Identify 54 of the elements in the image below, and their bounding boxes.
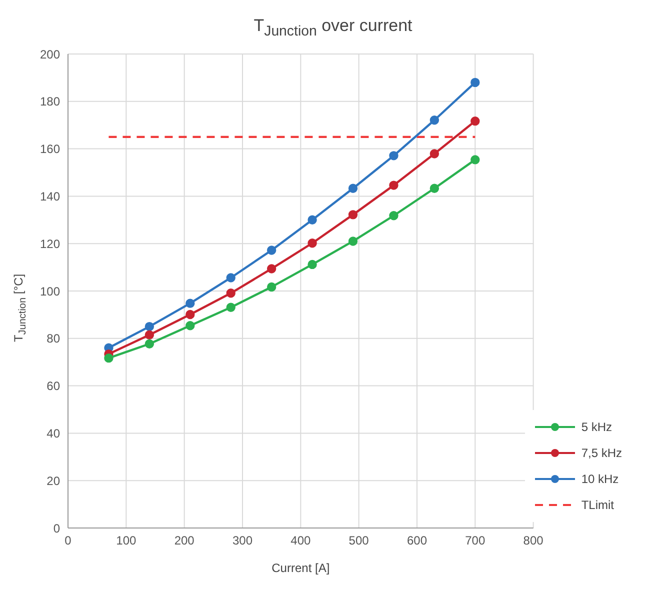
point <box>186 321 195 330</box>
point <box>348 236 358 246</box>
y-tick-label: 0 <box>53 521 60 536</box>
x-tick-label: 400 <box>290 534 311 548</box>
point <box>266 264 276 274</box>
y-tick-label: 40 <box>46 426 60 440</box>
point <box>430 116 440 125</box>
point <box>430 184 440 193</box>
y-tick-label: 100 <box>40 284 60 298</box>
point <box>308 260 317 270</box>
point <box>144 330 154 340</box>
x-tick-label: 0 <box>64 534 72 548</box>
point <box>470 78 480 88</box>
point <box>226 288 236 298</box>
point <box>186 298 195 308</box>
y-tick-label: 60 <box>46 379 60 394</box>
x-axis-title: Current [A] <box>272 561 330 575</box>
x-tick-label: 700 <box>465 534 486 548</box>
y-tick-label: 140 <box>40 189 60 204</box>
x-tick-label: 200 <box>174 534 195 548</box>
x-tick-label: 300 <box>232 534 253 548</box>
point <box>389 180 398 190</box>
y-tick-label: 120 <box>40 236 60 251</box>
point <box>266 246 276 255</box>
legend-label: 7,5 kHz <box>581 446 622 460</box>
point <box>104 353 114 363</box>
point <box>308 238 317 248</box>
point <box>226 302 236 312</box>
point <box>470 155 480 164</box>
point <box>348 210 358 220</box>
x-tick-label: 800 <box>523 534 544 548</box>
point <box>144 322 154 332</box>
point <box>144 339 154 348</box>
point <box>389 211 398 220</box>
y-tick-label: 20 <box>46 474 60 488</box>
point <box>348 184 358 193</box>
y-tick-label: 180 <box>40 94 60 109</box>
legend-label: 10 kHz <box>581 472 619 486</box>
x-tick-label: 600 <box>406 534 428 548</box>
y-tick-label: 160 <box>40 142 60 156</box>
x-tick-label: 100 <box>116 534 136 548</box>
chart-title: T$_{Junction}$ over current <box>252 15 414 42</box>
y-tick-label: 80 <box>46 332 60 346</box>
y-tick-label: 200 <box>40 47 60 62</box>
point <box>226 273 236 282</box>
legend-label: 5 kHz <box>581 420 612 434</box>
point <box>308 215 317 224</box>
x-tick-label: 500 <box>348 534 370 548</box>
point <box>470 116 480 126</box>
point <box>389 151 398 160</box>
point <box>266 282 276 292</box>
point <box>186 310 195 320</box>
legend-label: TLimit <box>581 498 614 512</box>
point <box>430 149 440 158</box>
